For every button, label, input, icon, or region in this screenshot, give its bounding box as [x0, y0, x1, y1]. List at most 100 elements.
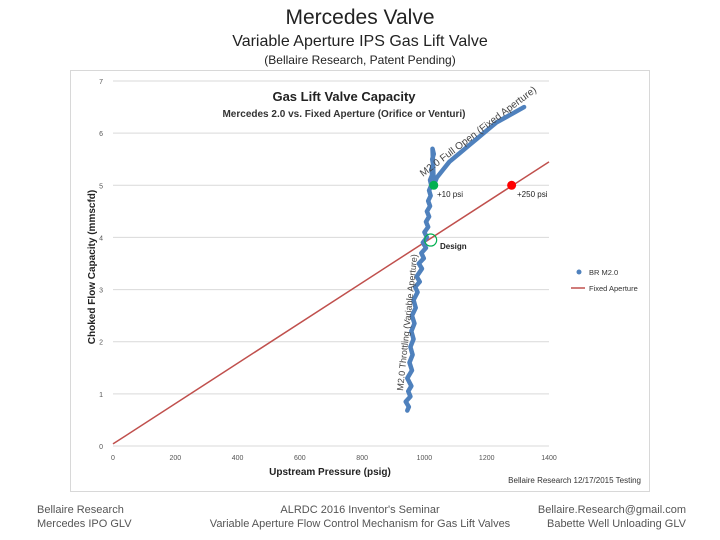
x-axis-label: Upstream Pressure (psig) [269, 467, 391, 478]
br-m20-point [417, 261, 421, 266]
full-open-annotation: M2.0 Full Open (Fixed Aperture) [418, 85, 539, 180]
br-m20-point [415, 290, 420, 294]
br-m20-point [429, 168, 433, 172]
y-tick-label: 2 [99, 340, 103, 347]
y-tick-label: 1 [99, 392, 103, 399]
br-m20-point [408, 394, 413, 399]
br-m20-point [441, 168, 445, 172]
y-tick-label: 6 [99, 131, 103, 138]
br-m20-point [412, 321, 417, 326]
br-m20-point [414, 306, 418, 310]
legend-label-br-m20: BR M2.0 [589, 268, 618, 277]
footer-right: Bellaire.Research@gmail.com Babette Well… [538, 503, 686, 531]
br-m20-point [415, 274, 419, 279]
x-tick-label: 1000 [417, 455, 433, 462]
br-m20-point [424, 220, 428, 224]
x-tick-label: 800 [356, 455, 368, 462]
br-m20-point [405, 408, 409, 413]
br-m20-point [432, 152, 436, 156]
capacity-chart: 0 1 2 3 4 5 6 7 0 200 400 600 800 1000 1200 1400 Gas L… [87, 79, 641, 485]
x-tick-label: 600 [294, 455, 306, 462]
br-m20-point [475, 136, 479, 140]
footer-center: ALRDC 2016 Inventor's Seminar Variable A… [180, 503, 540, 531]
y-tick-label: 4 [99, 235, 103, 242]
x-tick-label: 1400 [541, 455, 557, 462]
br-m20-point [494, 121, 498, 125]
footer-right-line1: Bellaire.Research@gmail.com [537, 504, 686, 516]
br-m20-point [513, 110, 517, 114]
slide-source-note: (Bellaire Research, Patent Pending) [264, 53, 456, 67]
br-m20-point [430, 173, 434, 177]
br-m20-point [428, 204, 432, 208]
chart-subtitle: Mercedes 2.0 vs. Fixed Aperture (Orifice… [222, 109, 465, 120]
footer-left: Bellaire Research Mercedes IPO GLV [37, 503, 132, 531]
x-tick-labels: 0 200 400 600 800 1000 1200 1400 [111, 455, 557, 462]
footer-center-line1: ALRDC 2016 Inventor's Seminar [280, 504, 440, 516]
footer-right-line2: Babette Well Unloading GLV [546, 518, 686, 530]
gridlines [113, 80, 549, 447]
br-m20-point [431, 162, 435, 167]
footer-center-line2: Variable Aperture Flow Control Mechanism… [209, 518, 511, 530]
x-tick-label: 400 [232, 455, 244, 462]
br-m20-point [435, 175, 439, 180]
br-m20-point [430, 147, 435, 151]
br-m20-point [522, 105, 526, 109]
br-m20-point [419, 251, 423, 255]
br-m20-point [485, 128, 489, 133]
br-m20-point [405, 376, 409, 380]
br-m20-point [427, 214, 431, 219]
br-m20-point [420, 267, 424, 271]
br-m20-point [410, 368, 414, 372]
plus250-marker [507, 180, 517, 190]
y-axis-label: Choked Flow Capacity (mmscfd) [87, 190, 98, 344]
y-tick-label: 5 [99, 183, 103, 190]
y-tick-label: 7 [99, 79, 103, 86]
chart-title: Gas Lift Valve Capacity [272, 89, 416, 104]
br-m20-point [421, 241, 425, 245]
fixed-aperture-line [112, 161, 550, 445]
br-m20-point [447, 160, 451, 164]
br-m20-point [410, 353, 415, 357]
br-m20-point [430, 157, 434, 161]
br-m20-point [409, 329, 413, 333]
plus250-label: +250 psi [517, 190, 548, 199]
legend-label-fixed-aperture: Fixed Aperture [589, 284, 638, 293]
br-m20-point [413, 285, 417, 289]
br-m20-point [503, 115, 507, 120]
br-m20-point [429, 194, 433, 198]
footer-left-line1: Bellaire Research [37, 504, 124, 516]
br-m20-point [422, 256, 426, 260]
series-group [112, 104, 550, 445]
br-m20-point [424, 246, 428, 250]
br-m20-point [426, 225, 430, 229]
br-m20-point [418, 280, 422, 284]
credit-text: Bellaire Research 12/17/2015 Testing [508, 476, 641, 485]
br-m20-point [411, 337, 416, 341]
br-m20-point [422, 230, 427, 234]
y-tick-labels: 0 1 2 3 4 5 6 7 [99, 79, 103, 451]
slide-title: Mercedes Valve [285, 6, 435, 29]
br-m20-point [428, 178, 432, 182]
br-m20-point [410, 314, 414, 318]
x-tick-label: 200 [169, 455, 181, 462]
legend: BR M2.0 Fixed Aperture [571, 268, 638, 293]
br-m20-point [457, 152, 461, 156]
br-m20-point [404, 400, 408, 404]
br-m20-point [427, 188, 431, 193]
br-m20-point [407, 360, 412, 365]
footer-left-line2: Mercedes IPO GLV [37, 518, 132, 530]
design-marker [424, 233, 438, 247]
br-m20-point [407, 405, 411, 409]
legend-marker-br-m20 [576, 269, 582, 275]
plus10-marker [429, 180, 439, 190]
br-m20-point [426, 199, 430, 203]
br-m20-point [406, 389, 410, 393]
design-label: Design [440, 242, 467, 251]
x-tick-label: 0 [111, 455, 115, 462]
br-m20-point [466, 144, 470, 148]
y-tick-label: 3 [99, 288, 103, 295]
br-m20-point [408, 345, 413, 349]
slide-subtitle: Variable Aperture IPS Gas Lift Valve [232, 33, 488, 50]
br-m20-point [411, 298, 416, 302]
plus10-label: +10 psi [437, 190, 463, 199]
